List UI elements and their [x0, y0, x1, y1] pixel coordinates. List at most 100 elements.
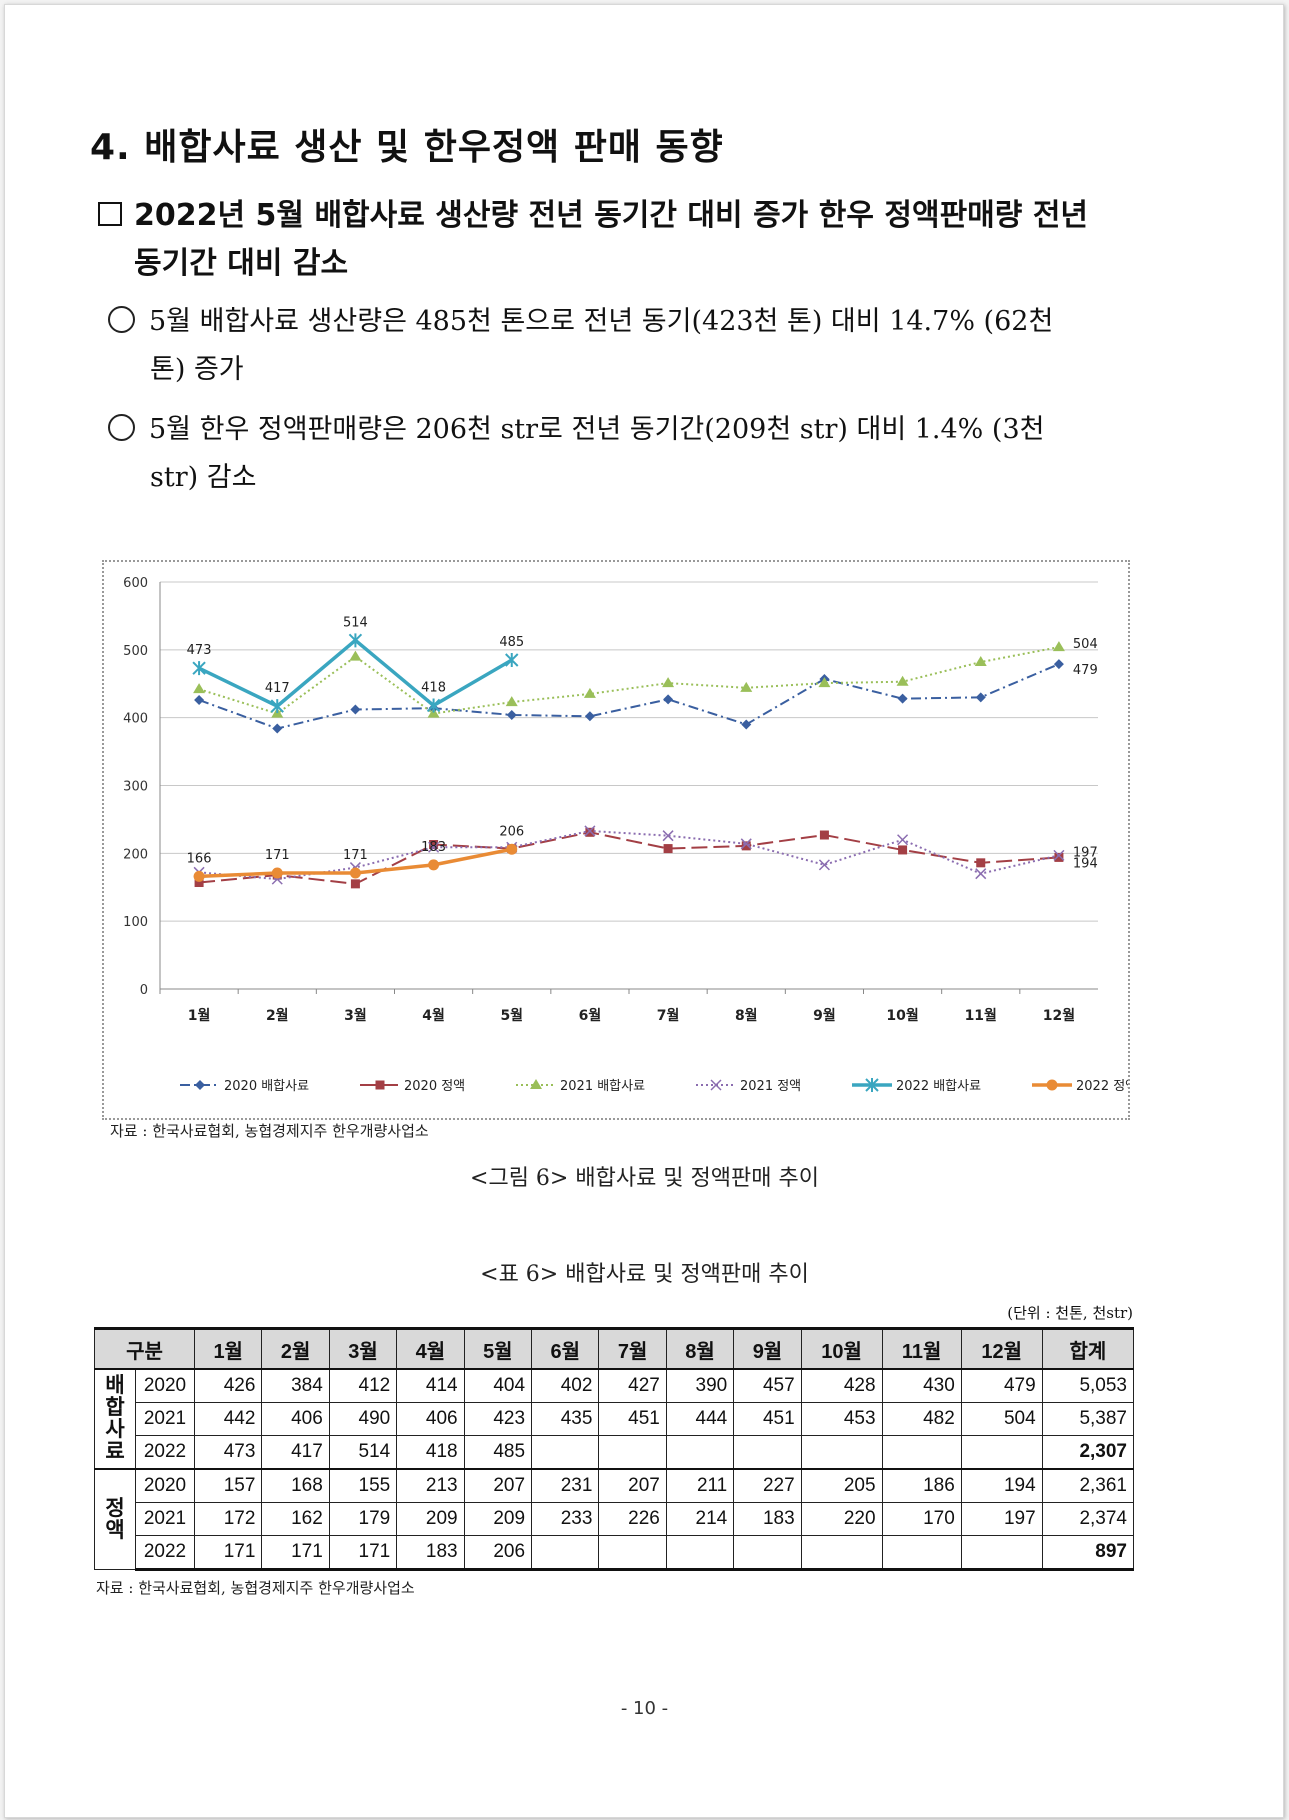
data-point [271, 867, 283, 879]
series-line [198, 831, 1059, 885]
table-cell: 220 [800, 1502, 883, 1536]
data-point [429, 840, 439, 850]
data-label: 171 [265, 848, 290, 863]
table-cell: 171 [328, 1535, 398, 1571]
table-cell: 214 [665, 1502, 735, 1536]
table-unit: (단위 : 천톤, 천str) [1007, 1304, 1133, 1322]
table-header-cell: 2월 [261, 1327, 330, 1370]
bullet-text-line2: str) 감소 [150, 462, 257, 493]
y-tick-label: 500 [123, 644, 148, 659]
table-header-cell: 7월 [598, 1327, 667, 1370]
data-point [897, 834, 909, 846]
data-point [896, 675, 909, 686]
table-cell: 402 [531, 1368, 600, 1403]
table-header-cell: 3월 [328, 1327, 398, 1370]
table-cell: 226 [598, 1502, 667, 1536]
data-point [741, 719, 752, 730]
data-point [897, 693, 908, 704]
group-label-char: 정 [105, 1496, 125, 1520]
table-year-cell: 2020 [135, 1368, 195, 1403]
data-point [506, 843, 518, 855]
table-year-cell: 2022 [135, 1435, 195, 1470]
x-tick-label: 3월 [344, 1007, 367, 1024]
table-cell: 183 [396, 1535, 465, 1571]
table-cell: 209 [396, 1502, 465, 1536]
table-cell: 426 [193, 1368, 263, 1403]
table-cell [531, 1435, 600, 1470]
data-point [348, 633, 363, 648]
legend-label: 2020 정액 [404, 1079, 465, 1094]
table-header-cell: 1월 [193, 1327, 263, 1370]
table-cell: 205 [800, 1468, 883, 1503]
table-row: 2022 473 417 514 418 485 2,307 [95, 1435, 1135, 1470]
figure-caption: <그림 6> 배합사료 및 정액판매 추이 [470, 1166, 819, 1191]
table-caption: <표 6> 배합사료 및 정액판매 추이 [480, 1262, 809, 1287]
y-tick-label: 400 [123, 712, 148, 727]
table-cell: 457 [733, 1368, 802, 1403]
data-point [818, 859, 830, 871]
table-row: 정 액 2020 157 168 155 213 207 231 207 211 227 205 186 1… [94, 1468, 1135, 1570]
data-label: 504 [1073, 637, 1098, 652]
table-year-cell: 2021 [135, 1402, 195, 1436]
data-point [975, 868, 987, 880]
table-cell [960, 1535, 1043, 1571]
table-cell: 172 [193, 1502, 263, 1536]
table-cell: 485 [463, 1435, 533, 1470]
data-label: 479 [1073, 663, 1098, 678]
table-cell: 406 [396, 1402, 465, 1436]
table-cell [665, 1535, 735, 1571]
table-cell [800, 1535, 883, 1571]
table-cell: 428 [800, 1368, 883, 1403]
table-header-cell: 5월 [463, 1327, 533, 1370]
table-cell: 442 [193, 1402, 263, 1436]
table-cell: 233 [531, 1502, 600, 1536]
x-tick-label: 12월 [1043, 1007, 1075, 1024]
data-point [1052, 641, 1065, 652]
table-cell: 155 [328, 1468, 398, 1503]
group-label-char: 배 [105, 1374, 125, 1397]
bullet-item: 5월 한우 정액판매량은 206천 str로 전년 동기간(209천 str) … [108, 406, 1128, 502]
x-tick-label: 8월 [735, 1007, 758, 1024]
data-label: 473 [187, 643, 212, 658]
data-label: 197 [1073, 845, 1098, 860]
data-point [818, 677, 831, 688]
table-cell [733, 1435, 802, 1470]
chart-frame: 0 100 200 300 400 500 600 1월 2월 3월 4월 5월 6월 7월 8월 9월 10월… [102, 560, 1137, 1120]
table-cell: 514 [328, 1435, 398, 1470]
table-cell: 482 [881, 1402, 962, 1436]
data-point [663, 844, 673, 854]
subsection-heading: 2022년 5월 배합사료 생산량 전년 동기간 대비 증가 한우 정액판매량 … [98, 192, 1138, 288]
subheading-line1: 2022년 5월 배합사료 생산량 전년 동기간 대비 증가 한우 정액판매량 … [134, 198, 1089, 233]
table-cell [598, 1535, 667, 1571]
data-point [1054, 852, 1064, 862]
table-cell: 168 [261, 1468, 330, 1503]
chart-source: 자료 : 한국사료협회, 농협경제지주 한우개량사업소 [110, 1122, 429, 1140]
table-cell: 473 [193, 1435, 263, 1470]
data-point [584, 711, 595, 722]
data-point [662, 677, 675, 688]
table-cell: 444 [665, 1402, 735, 1436]
data-label: 418 [421, 680, 446, 695]
y-tick-label: 300 [123, 780, 148, 795]
page-number: - 10 - [620, 1698, 669, 1719]
table-cell [733, 1535, 802, 1571]
data-point [740, 838, 752, 850]
table-cell: 209 [463, 1502, 533, 1536]
x-tick-label: 5월 [500, 1007, 523, 1024]
table-cell: 211 [665, 1468, 735, 1503]
data-point [428, 841, 440, 853]
table-cell: 183 [733, 1502, 802, 1536]
data-point [270, 699, 284, 714]
table-cell: 404 [463, 1368, 533, 1403]
table-cell [665, 1435, 735, 1470]
data-point [194, 878, 204, 888]
section-heading: 4. 배합사료 생산 및 한우정액 판매 동향 [90, 127, 724, 168]
x-tick-label: 4월 [422, 1007, 445, 1024]
y-tick-label: 0 [140, 983, 148, 998]
table-total-cell: 2,374 [1041, 1502, 1135, 1536]
data-label: 183 [421, 840, 446, 855]
table-cell: 430 [881, 1368, 962, 1403]
table-cell: 417 [261, 1435, 330, 1470]
group-label-char: 액 [105, 1518, 125, 1542]
table-cell: 213 [396, 1468, 465, 1503]
